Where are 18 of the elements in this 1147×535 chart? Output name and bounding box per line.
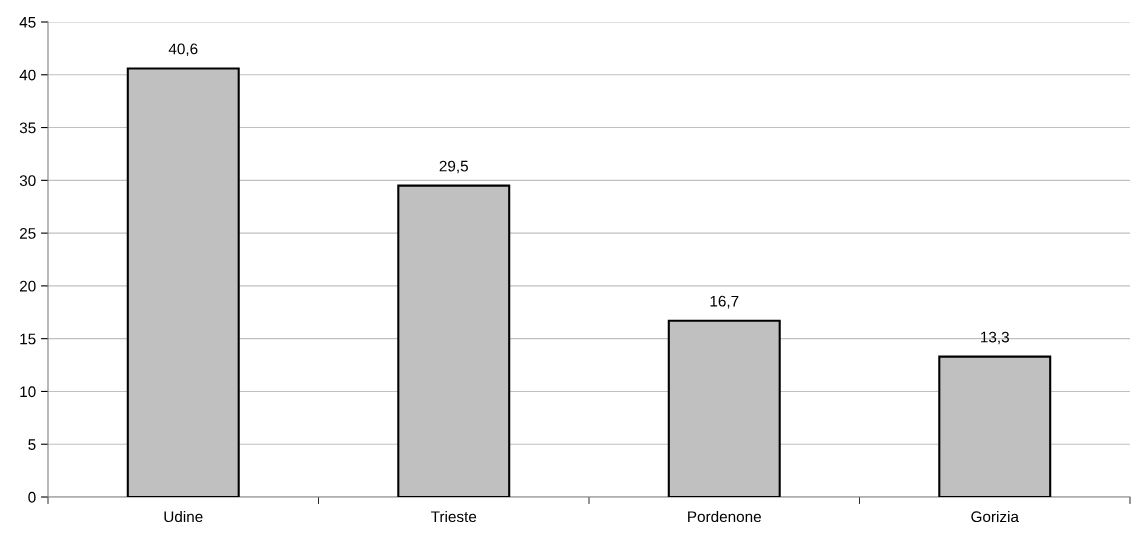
y-tick-label: 40	[19, 69, 36, 81]
data-label: 16,7	[710, 295, 739, 309]
y-tick-label: 15	[20, 333, 36, 345]
y-tick-label: 45	[19, 17, 36, 28]
y-tick-label: 35	[19, 122, 36, 134]
x-tick-label: Gorizia	[971, 510, 1019, 523]
data-label: 13,3	[981, 331, 1009, 345]
data-label: 29,5	[439, 160, 468, 174]
x-tick-label: Udine	[164, 510, 203, 523]
y-tick-label: 0	[28, 491, 36, 503]
y-tick-label: 30	[19, 175, 36, 187]
x-tick-label: Trieste	[431, 510, 477, 523]
data-label: 40,6	[168, 43, 198, 57]
y-tick-label: 20	[19, 280, 36, 292]
y-tick-label: 10	[20, 386, 36, 398]
x-tick-label: Pordenone	[688, 510, 761, 523]
y-tick-label: 25	[19, 227, 36, 239]
y-tick-label: 5	[28, 439, 36, 450]
